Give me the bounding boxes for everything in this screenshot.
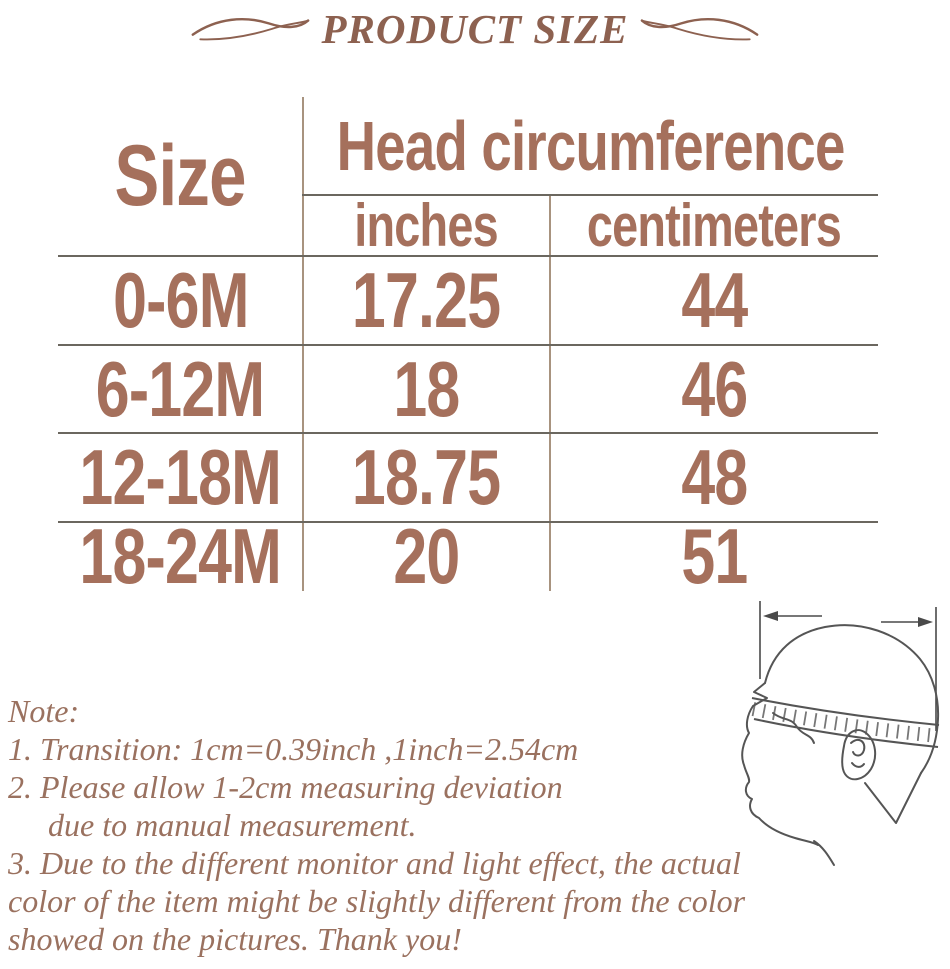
- page-header: PRODUCT SIZE: [0, 0, 950, 58]
- size-table: Size Head circumference inches centimete…: [58, 97, 878, 600]
- measuring-tape: [751, 697, 940, 748]
- table-row-3-size-cell: 12-18M: [79, 433, 282, 521]
- head-outline: [741, 624, 940, 866]
- note-item-3-line-2: color of the item might be slightly diff…: [8, 883, 746, 919]
- table-rule-under-unit-headers: [58, 255, 878, 257]
- note-item-1: 1. Transition: 1cm=0.39inch ,1inch=2.54c…: [8, 731, 579, 767]
- column-header-centimeters: centimeters: [586, 192, 842, 259]
- head-measurement-illustration: [741, 601, 940, 866]
- table-row-1-centimeters-cell: 44: [680, 256, 748, 344]
- table-row-1-size-cell: 0-6M: [112, 256, 249, 344]
- table-row-4-centimeters-cell: 51: [680, 512, 748, 600]
- table-rule-row-2: [58, 432, 878, 434]
- table-rule-row-3: [58, 521, 878, 523]
- table-row-4-size-cell: 18-24M: [79, 512, 282, 600]
- table-row-2-size-cell: 6-12M: [96, 344, 265, 433]
- arrow-right-head-icon: [918, 617, 933, 627]
- table-row-4-inches-cell: 20: [393, 512, 460, 600]
- flourish-right-icon: [640, 18, 758, 41]
- note-item-2-line-2: due to manual measurement.: [48, 807, 417, 843]
- tape-tick-marks: [751, 702, 939, 743]
- column-header-size: Size: [114, 128, 247, 224]
- ear-outline: [841, 729, 877, 781]
- note-item-3-line-1: 3. Due to the different monitor and ligh…: [8, 845, 741, 881]
- notes-section: Note: 1. Transition: 1cm=0.39inch ,1inch…: [8, 692, 948, 958]
- column-header-inches: inches: [354, 192, 499, 259]
- note-item-2-line-1: 2. Please allow 1-2cm measuring deviatio…: [8, 769, 563, 805]
- notes-heading: Note:: [8, 693, 80, 729]
- table-row-3-centimeters-cell: 48: [680, 433, 748, 521]
- table-rule-under-group-header: [302, 194, 878, 196]
- table-row-2-inches-cell: 18: [393, 344, 460, 433]
- page-title: PRODUCT SIZE: [321, 6, 629, 52]
- arrow-left-head-icon: [763, 611, 778, 621]
- flourish-left-icon: [192, 18, 310, 41]
- table-row-3-inches-cell: 18.75: [352, 433, 501, 521]
- table-rule-row-1: [58, 344, 878, 346]
- column-header-head-circumference: Head circumference: [336, 107, 846, 185]
- measurement-guide-lines: [759, 601, 937, 731]
- table-vertical-divider-2: [549, 195, 551, 591]
- note-item-3-line-3: showed on the pictures. Thank you!: [8, 921, 462, 957]
- table-row-1-inches-cell: 17.25: [352, 256, 501, 344]
- table-row-2-centimeters-cell: 46: [680, 344, 748, 433]
